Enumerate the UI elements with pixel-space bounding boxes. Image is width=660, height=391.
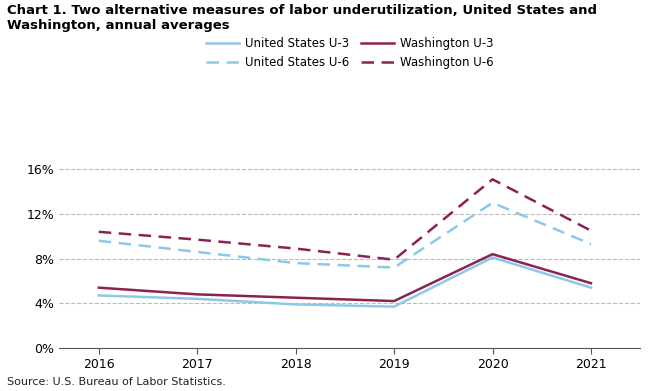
Text: Source: U.S. Bureau of Labor Statistics.: Source: U.S. Bureau of Labor Statistics. [7,377,226,387]
Legend: United States U-3, United States U-6, Washington U-3, Washington U-6: United States U-3, United States U-6, Wa… [206,37,494,69]
Text: Chart 1. Two alternative measures of labor underutilization, United States and
W: Chart 1. Two alternative measures of lab… [7,4,597,32]
